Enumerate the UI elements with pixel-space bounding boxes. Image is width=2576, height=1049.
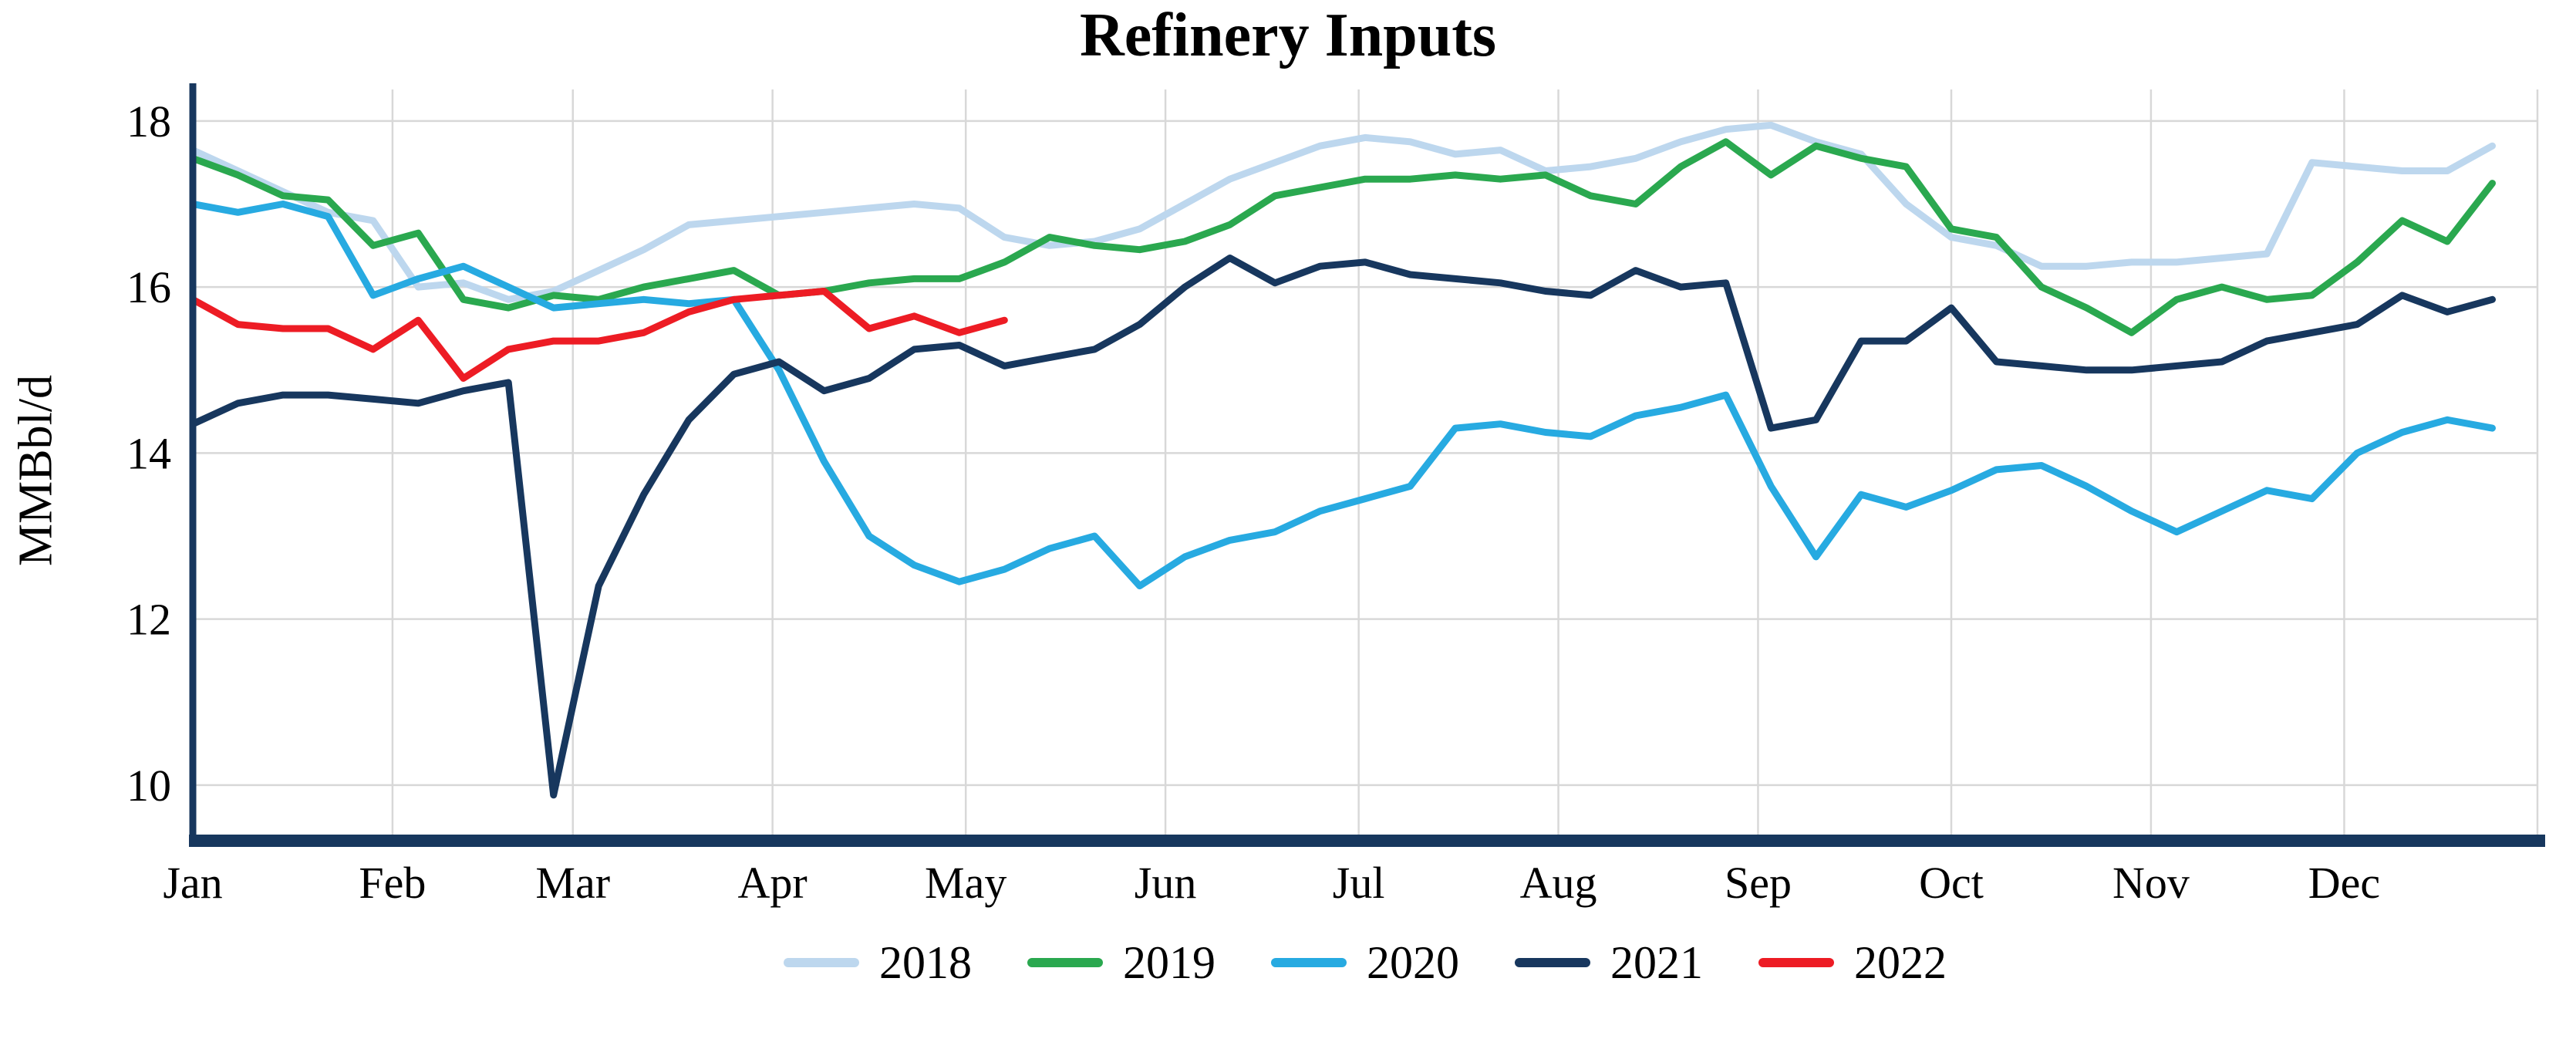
legend-item-2019: 2019: [1027, 936, 1216, 990]
y-tick-label: 16: [126, 262, 171, 312]
x-tick-label-mar: Mar: [535, 858, 610, 908]
legend-label-2021: 2021: [1610, 936, 1703, 988]
legend-label-2019: 2019: [1123, 936, 1216, 988]
legend-label-2022: 2022: [1854, 936, 1947, 988]
legend-swatch-2019: [1027, 958, 1103, 967]
x-tick-label-dec: Dec: [2308, 858, 2380, 908]
series-line-2021: [189, 255, 2496, 799]
x-tick-label-may: May: [925, 858, 1006, 908]
x-tick-label-oct: Oct: [1919, 858, 1984, 908]
x-tick-label-nov: Nov: [2112, 858, 2190, 908]
series-line-2020: [189, 201, 2496, 590]
x-tick-label-jun: Jun: [1135, 858, 1197, 908]
legend-item-2021: 2021: [1515, 936, 1703, 990]
legend-swatch-2021: [1515, 958, 1590, 967]
legend: 2018 2019 2020 2021 2022: [193, 924, 2537, 1001]
legend-label-2018: 2018: [879, 936, 972, 988]
x-tick-label-jul: Jul: [1333, 858, 1385, 908]
legend-swatch-2018: [784, 958, 859, 967]
legend-item-2018: 2018: [784, 936, 972, 990]
x-tick-label-sep: Sep: [1725, 858, 1792, 908]
chart-title: Refinery Inputs: [1079, 2, 1497, 69]
x-tick-label-apr: Apr: [738, 858, 808, 908]
series-line-2018: [189, 121, 2496, 303]
y-tick-label: 14: [126, 428, 171, 478]
series-line-2022: [189, 288, 1008, 382]
series-line-2019: [189, 138, 2496, 336]
legend-label-2020: 2020: [1367, 936, 1459, 988]
x-tick-label-aug: Aug: [1520, 858, 1597, 908]
legend-swatch-2020: [1271, 958, 1347, 967]
y-tick-label: 12: [126, 595, 171, 645]
y-tick-label: 18: [126, 96, 171, 147]
legend-swatch-2022: [1758, 958, 1834, 967]
y-tick-label: 10: [126, 761, 171, 811]
x-tick-label-feb: Feb: [359, 858, 426, 908]
x-tick-label-jan: Jan: [163, 858, 222, 908]
legend-item-2020: 2020: [1271, 936, 1459, 990]
legend-item-2022: 2022: [1758, 936, 1947, 990]
